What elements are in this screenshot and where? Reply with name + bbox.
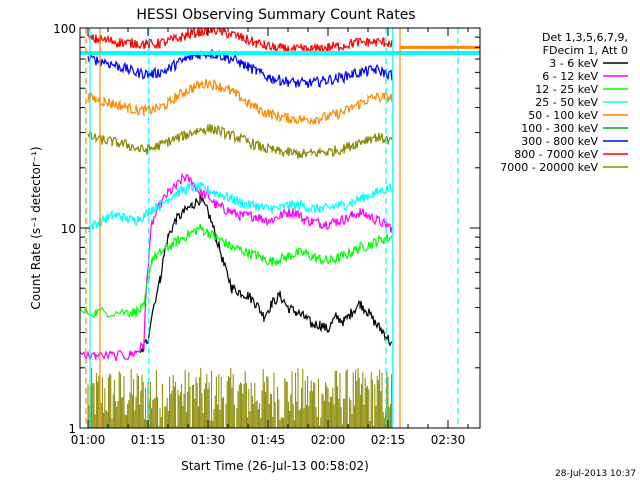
- x-tick-label-5: 02:15: [371, 433, 406, 447]
- series-line-1: [80, 172, 393, 362]
- x-tick-label-0: 01:00: [71, 433, 106, 447]
- series-line-6: [87, 49, 393, 89]
- series-line-2: [80, 223, 393, 319]
- plot-frame: [79, 27, 481, 429]
- legend-label-0: 3 - 6 keV: [549, 57, 598, 70]
- series-line-4: [87, 78, 393, 126]
- legend-label-7: 800 - 7000 keV: [514, 148, 598, 161]
- series-line-8: [87, 123, 393, 159]
- y-axis-label: Count Rate (s⁻¹ detector⁻¹): [29, 146, 43, 309]
- y-tick-label-1: 10: [61, 222, 76, 236]
- chart-title: HESSI Observing Summary Count Rates: [136, 7, 415, 23]
- legend-header-1: FDecim 1, Att 0: [543, 44, 628, 57]
- legend-label-3: 25 - 50 keV: [535, 96, 598, 109]
- series-line-0: [139, 193, 393, 354]
- legend-label-4: 50 - 100 keV: [528, 109, 598, 122]
- legend: Det 1,3,5,6,7,9,FDecim 1, Att 03 - 6 keV…: [500, 31, 628, 174]
- series-line-7: [87, 28, 393, 55]
- x-tick-label-4: 02:00: [311, 433, 346, 447]
- legend-label-6: 300 - 800 keV: [521, 135, 598, 148]
- x-tick-label-6: 02:30: [431, 433, 466, 447]
- y-tick-label-2: 100: [53, 22, 76, 36]
- x-tick-label-3: 01:45: [251, 433, 286, 447]
- legend-label-5: 100 - 300 keV: [521, 122, 598, 135]
- y-tick-label-0: 1: [68, 422, 76, 436]
- axes: 01:00 01:15 01:30 01:45 02:00 02:15 02:30 1 10 10…: [53, 22, 481, 447]
- x-tick-label-1: 01:15: [131, 433, 166, 447]
- series-group: [80, 28, 480, 428]
- x-axis-label: Start Time (26-Jul-13 00:58:02): [181, 459, 369, 473]
- legend-label-8: 7000 - 20000 keV: [500, 161, 598, 174]
- timestamp: 28-Jul-2013 10:37: [555, 469, 636, 479]
- legend-label-2: 12 - 25 keV: [535, 83, 598, 96]
- legend-label-1: 6 - 12 keV: [542, 70, 598, 83]
- series-line-3: [87, 181, 393, 233]
- x-tick-label-2: 01:30: [191, 433, 226, 447]
- series-lower-noise: [87, 367, 393, 428]
- legend-header-0: Det 1,3,5,6,7,9,: [542, 31, 628, 44]
- plot-area: [80, 28, 480, 428]
